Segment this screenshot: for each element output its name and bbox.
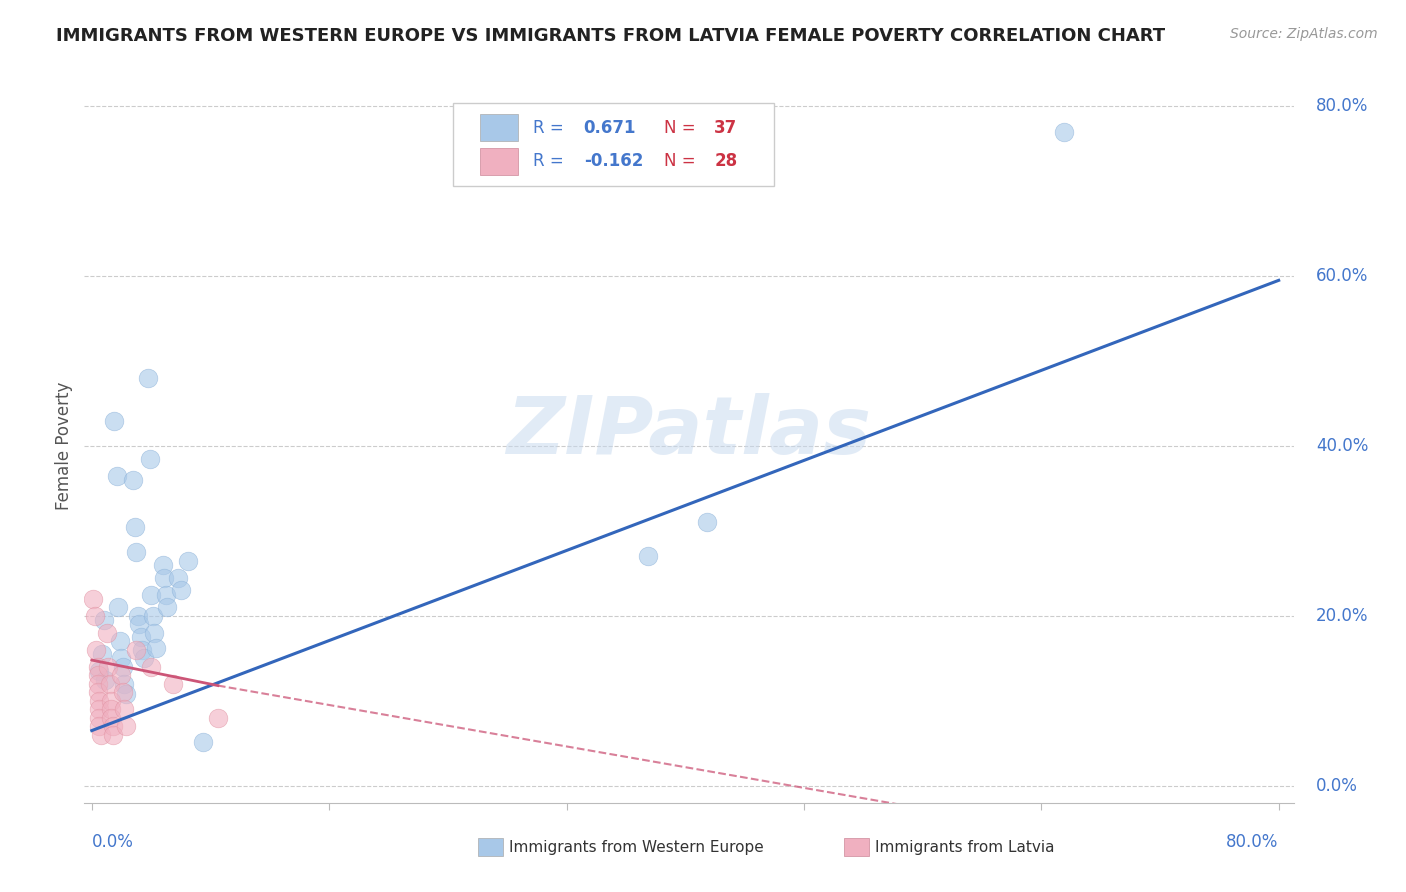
Point	[132, 651, 155, 665]
Point	[138, 451, 160, 466]
Point	[177, 554, 200, 568]
Point	[100, 694, 122, 708]
Point	[124, 519, 146, 533]
Point	[97, 660, 120, 674]
Point	[86, 685, 108, 699]
Point	[207, 711, 229, 725]
Point	[108, 634, 131, 648]
Point	[107, 600, 129, 615]
Point	[136, 371, 159, 385]
Point	[156, 600, 179, 615]
Text: Source: ZipAtlas.com: Source: ZipAtlas.com	[1230, 27, 1378, 41]
Text: 40.0%: 40.0%	[1316, 437, 1368, 455]
Text: 0.671: 0.671	[583, 119, 637, 136]
Text: R =: R =	[533, 153, 569, 170]
Point	[91, 647, 114, 661]
Text: 20.0%: 20.0%	[1316, 607, 1368, 625]
Point	[90, 728, 112, 742]
Point	[191, 734, 214, 748]
Point	[96, 626, 118, 640]
Point	[143, 626, 166, 640]
Point	[89, 702, 111, 716]
Point	[89, 694, 111, 708]
Text: 60.0%: 60.0%	[1316, 267, 1368, 285]
FancyBboxPatch shape	[479, 114, 519, 141]
Point	[125, 643, 148, 657]
Text: Immigrants from Latvia: Immigrants from Latvia	[875, 840, 1054, 855]
Point	[89, 711, 111, 725]
Point	[166, 571, 188, 585]
Text: 0.0%: 0.0%	[91, 832, 134, 851]
Point	[98, 677, 121, 691]
Point	[86, 668, 108, 682]
Point	[111, 685, 134, 699]
Text: 80.0%: 80.0%	[1316, 97, 1368, 115]
Point	[139, 588, 162, 602]
Point	[125, 545, 148, 559]
Point	[83, 608, 105, 623]
Point	[131, 643, 153, 657]
Point	[127, 608, 149, 623]
Text: -0.162: -0.162	[583, 153, 643, 170]
Point	[100, 711, 122, 725]
Text: R =: R =	[533, 119, 569, 136]
Point	[139, 660, 162, 674]
Point	[696, 516, 718, 530]
Text: N =: N =	[664, 119, 700, 136]
Text: 37: 37	[714, 119, 738, 136]
Text: 28: 28	[714, 153, 738, 170]
Point	[93, 613, 115, 627]
Point	[152, 558, 174, 572]
Text: Immigrants from Western Europe: Immigrants from Western Europe	[509, 840, 763, 855]
Text: 80.0%: 80.0%	[1226, 832, 1278, 851]
Point	[84, 643, 107, 657]
Point	[105, 468, 128, 483]
Point	[86, 660, 108, 674]
Point	[162, 677, 184, 691]
Point	[637, 549, 659, 564]
Point	[101, 728, 124, 742]
Point	[100, 702, 122, 716]
Point	[112, 702, 135, 716]
Point	[153, 571, 176, 585]
Point	[89, 664, 111, 678]
Point	[82, 591, 104, 606]
Point	[94, 673, 117, 687]
Text: N =: N =	[664, 153, 700, 170]
Point	[122, 473, 145, 487]
Point	[115, 687, 138, 701]
Y-axis label: Female Poverty: Female Poverty	[55, 382, 73, 510]
Point	[101, 719, 124, 733]
Point	[103, 413, 125, 427]
Text: ZIPatlas: ZIPatlas	[506, 392, 872, 471]
Point	[110, 651, 132, 665]
Text: IMMIGRANTS FROM WESTERN EUROPE VS IMMIGRANTS FROM LATVIA FEMALE POVERTY CORRELAT: IMMIGRANTS FROM WESTERN EUROPE VS IMMIGR…	[56, 27, 1166, 45]
Text: 0.0%: 0.0%	[1316, 777, 1358, 795]
Point	[170, 583, 193, 598]
Point	[89, 719, 111, 733]
Point	[115, 719, 138, 733]
Point	[112, 677, 135, 691]
FancyBboxPatch shape	[479, 148, 519, 175]
Point	[86, 677, 108, 691]
Point	[110, 668, 132, 682]
Point	[145, 641, 167, 656]
Point	[111, 660, 134, 674]
Point	[128, 617, 150, 632]
FancyBboxPatch shape	[453, 103, 773, 186]
Point	[129, 630, 152, 644]
Point	[1052, 125, 1074, 139]
Point	[155, 588, 177, 602]
Point	[142, 608, 165, 623]
